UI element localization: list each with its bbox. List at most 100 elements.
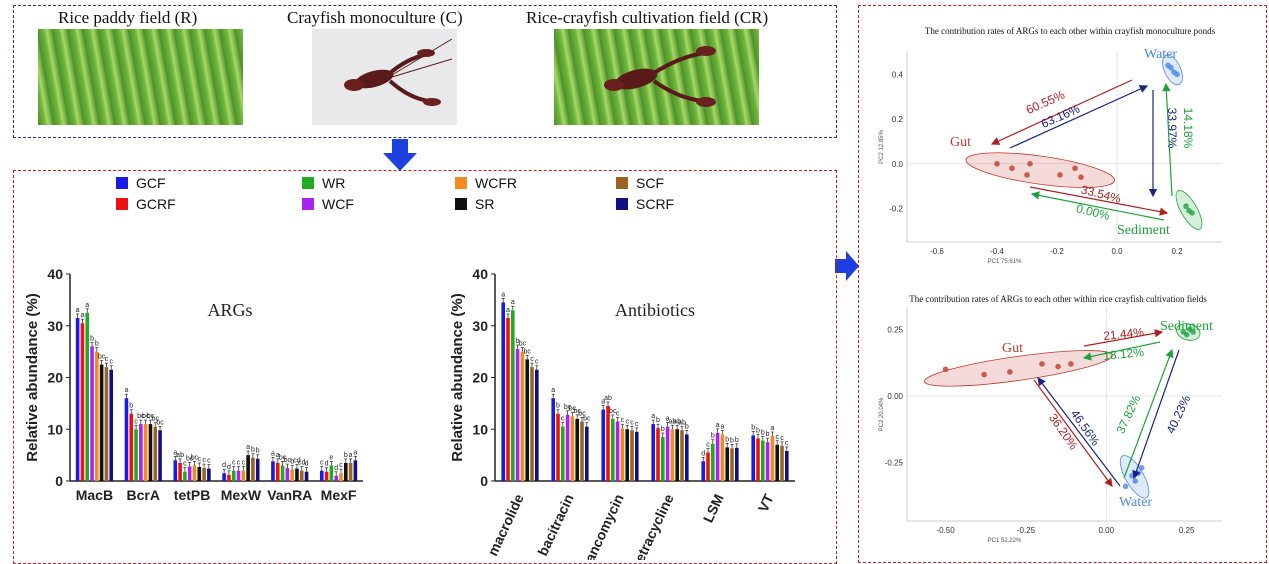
legend-item-gcf: GCF bbox=[116, 175, 166, 191]
pca-monoculture-plot: The contribution rates of ARGs to each o… bbox=[879, 26, 1222, 265]
significance-letter: a bbox=[353, 449, 357, 456]
significance-letter: cd bbox=[293, 458, 301, 465]
significance-letter: b bbox=[725, 436, 729, 443]
group-label: Sediment bbox=[1117, 223, 1170, 238]
y-tick-label: 0.25 bbox=[887, 325, 903, 334]
legend-item-wcf: WCF bbox=[302, 196, 354, 212]
y-tick-label: 20 bbox=[472, 370, 488, 386]
legend-swatch bbox=[302, 198, 314, 210]
significance-letter: c bbox=[109, 359, 113, 366]
right-arrow-icon bbox=[835, 251, 859, 281]
bar bbox=[183, 471, 187, 481]
significance-letter: c bbox=[616, 410, 620, 417]
legend-item-scrf: SCRF bbox=[616, 196, 674, 212]
group-label: Water bbox=[1144, 47, 1177, 62]
label-crayfish-monoculture: Crayfish monoculture (C) bbox=[287, 8, 463, 27]
category-label: vancomycin bbox=[578, 492, 627, 560]
bar bbox=[611, 418, 615, 481]
significance-letter: a bbox=[770, 425, 774, 432]
contribution-arrow bbox=[1037, 377, 1121, 487]
bar bbox=[751, 435, 755, 481]
bar bbox=[615, 421, 620, 481]
y-tick-label: 40 bbox=[47, 266, 63, 282]
significance-letter: bc bbox=[137, 413, 145, 420]
bar bbox=[153, 426, 158, 481]
significance-letter: c bbox=[530, 356, 534, 363]
significance-letter: c bbox=[775, 434, 779, 441]
significance-letter: b bbox=[344, 452, 348, 459]
x-tick-label: -0.6 bbox=[930, 247, 944, 256]
legend-item-sr: SR bbox=[455, 196, 494, 212]
data-point bbox=[1078, 174, 1084, 180]
bar bbox=[556, 413, 560, 481]
bar bbox=[197, 467, 202, 481]
contribution-arrow bbox=[1009, 85, 1149, 149]
data-point bbox=[1055, 363, 1061, 370]
significance-letter: bc bbox=[564, 404, 572, 411]
x-tick-label: 0.00 bbox=[1098, 526, 1114, 535]
y-tick-label: 0.0 bbox=[892, 160, 904, 169]
significance-letter: b bbox=[661, 426, 665, 433]
x-tick-label: -0.50 bbox=[936, 526, 955, 535]
group-label: Gut bbox=[1002, 341, 1023, 356]
significance-letter: a bbox=[501, 291, 505, 298]
bar bbox=[565, 414, 570, 481]
significance-letter: c bbox=[535, 359, 539, 366]
significance-letter: b bbox=[90, 335, 94, 342]
bar bbox=[231, 470, 236, 481]
significance-letter: b bbox=[95, 341, 99, 348]
significance-letter: bc bbox=[279, 454, 287, 461]
data-point bbox=[1174, 71, 1180, 78]
bar bbox=[280, 465, 285, 481]
bar bbox=[785, 450, 789, 481]
data-point bbox=[1039, 361, 1045, 367]
bar bbox=[575, 418, 579, 481]
bar bbox=[109, 369, 114, 481]
data-point bbox=[1027, 160, 1033, 167]
bar bbox=[635, 431, 639, 481]
significance-letter: cd bbox=[298, 460, 306, 467]
bar bbox=[625, 429, 629, 481]
significance-letter: b bbox=[290, 459, 294, 466]
data-point bbox=[1072, 165, 1078, 172]
bar bbox=[585, 426, 589, 481]
bar bbox=[104, 367, 109, 481]
significance-letter: a bbox=[173, 449, 177, 456]
bar bbox=[143, 424, 148, 481]
data-point bbox=[981, 371, 987, 378]
x-tick-label: -0.2 bbox=[1050, 247, 1064, 256]
top-panel bbox=[13, 5, 837, 138]
group-ellipse bbox=[923, 350, 1113, 387]
significance-letter: a bbox=[551, 387, 555, 394]
y-axis-label: Relative abundance (%) bbox=[449, 293, 466, 461]
bar bbox=[324, 471, 329, 481]
category-label: tetPB bbox=[174, 487, 211, 503]
significance-letter: bc bbox=[186, 456, 194, 463]
x-tick-label: 0.0 bbox=[1111, 247, 1123, 256]
significance-letter: a bbox=[276, 452, 280, 459]
significance-letter: c bbox=[625, 418, 629, 425]
bar bbox=[720, 434, 725, 481]
y-tick-label: 20 bbox=[47, 370, 63, 386]
significance-letter: ab bbox=[604, 395, 612, 402]
bar bbox=[255, 458, 260, 481]
label-rice-crayfish: Rice-crayfish cultivation field (CR) bbox=[526, 8, 769, 27]
significance-letter: c bbox=[785, 440, 789, 447]
contribution-arrow bbox=[1162, 82, 1173, 197]
significance-letter: bc bbox=[98, 354, 106, 361]
bar bbox=[227, 474, 231, 481]
bar bbox=[730, 448, 734, 481]
category-label: MexW bbox=[221, 487, 262, 503]
significance-letter: b bbox=[761, 430, 765, 437]
significance-letter: a bbox=[720, 423, 724, 430]
significance-letter: bc bbox=[191, 454, 199, 461]
antibiotics-bar-chart: 0 10 20 30 40 Relative abundance (%) Antibioti… bbox=[449, 266, 795, 560]
significance-letter: ab bbox=[673, 418, 681, 425]
contribution-label: 14.18% bbox=[1181, 108, 1195, 149]
bar bbox=[90, 346, 94, 481]
bar bbox=[780, 445, 784, 481]
data-point bbox=[1132, 478, 1139, 484]
bar bbox=[202, 468, 206, 481]
contribution-arrow bbox=[1083, 329, 1164, 347]
y-axis-label: PC2 12.85% bbox=[879, 129, 885, 163]
